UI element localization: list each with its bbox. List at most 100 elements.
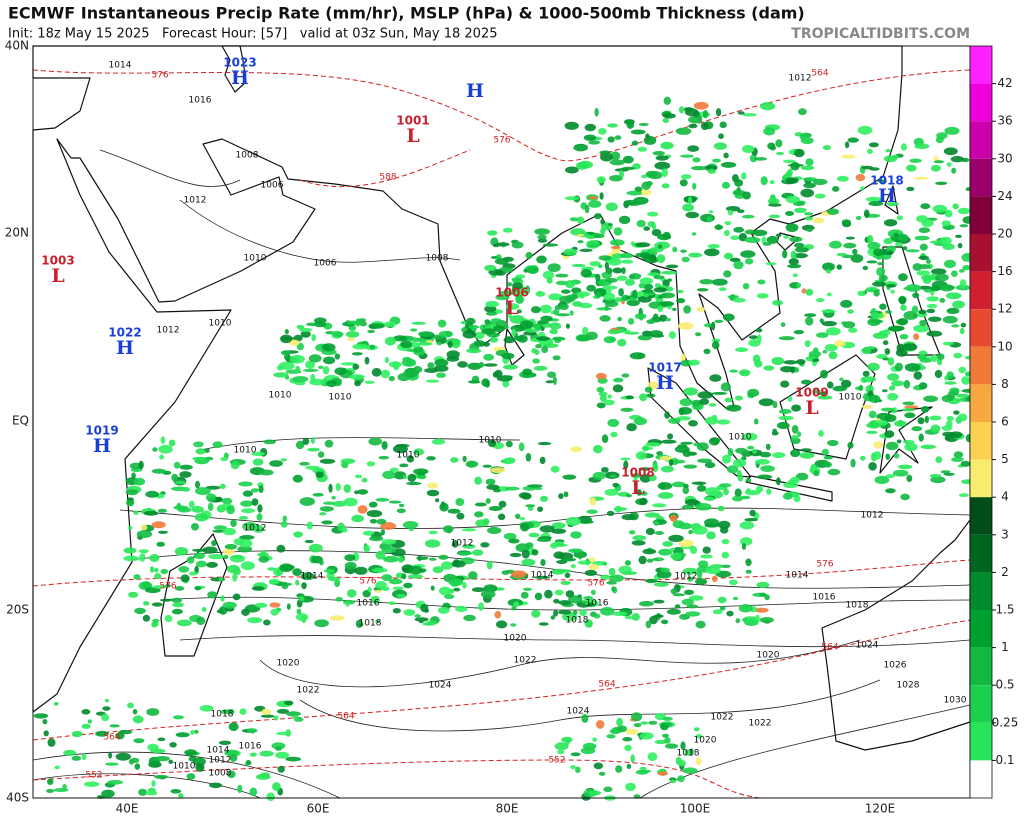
precip-cell <box>276 544 286 553</box>
precip-cell <box>355 474 362 479</box>
precip-cell <box>431 438 446 445</box>
precip-cell <box>607 136 615 143</box>
precip-cell <box>654 161 671 170</box>
precip-cell <box>557 749 565 755</box>
precip-cell <box>726 404 742 412</box>
precip-cell <box>520 320 534 329</box>
precip-cell <box>759 592 767 597</box>
precip-cell <box>474 331 485 340</box>
precip-cell <box>860 455 866 461</box>
precip-cell <box>278 361 295 370</box>
precip-cell <box>160 568 169 575</box>
precip-cell <box>435 498 440 503</box>
precip-cell <box>681 598 695 606</box>
precip-cell <box>904 412 916 419</box>
precip-cell <box>874 475 890 485</box>
thickness-label: 576 <box>493 136 510 146</box>
precip-cell <box>226 505 235 515</box>
precip-cell <box>401 573 407 580</box>
precip-cell <box>646 319 655 325</box>
precip-cell <box>555 273 569 278</box>
precip-cell <box>906 474 913 483</box>
precip-cell <box>862 265 869 271</box>
center-pressure: 1017 <box>648 361 681 375</box>
precip-cell <box>893 232 899 238</box>
precip-cell <box>499 290 515 296</box>
precip-cell <box>223 527 236 536</box>
precip-cell <box>158 530 168 534</box>
precip-cell <box>498 500 507 508</box>
precip-cell <box>179 471 192 478</box>
precip-cell <box>573 143 588 152</box>
precip-cell <box>765 262 777 266</box>
precip-cell <box>63 749 77 757</box>
precip-cell <box>403 474 407 480</box>
precip-cell <box>616 717 623 727</box>
precip-cell <box>324 439 334 448</box>
precip-cell <box>926 308 936 314</box>
precip-cell <box>582 326 589 336</box>
precip-cell <box>376 518 387 525</box>
precip-cell <box>821 320 837 327</box>
precip-cell <box>341 527 348 533</box>
precip-cell <box>388 601 396 605</box>
precip-cell <box>295 440 305 450</box>
precip-cell <box>930 476 946 484</box>
precip-cell <box>576 233 584 237</box>
precip-cell <box>374 589 382 593</box>
precip-cell <box>286 603 291 610</box>
precip-cell <box>371 596 376 601</box>
precip-cell <box>204 448 210 453</box>
precip-cell <box>194 729 199 734</box>
precip-cell <box>797 431 802 438</box>
precip-cell <box>890 289 895 294</box>
isobar-label: 1022 <box>711 713 734 723</box>
precip-cell <box>462 582 467 589</box>
precip-cell <box>576 161 589 170</box>
precip-cell <box>679 179 688 187</box>
precip-cell <box>668 331 676 339</box>
precip-cell <box>184 749 198 756</box>
precip-cell <box>369 536 384 542</box>
precip-cell <box>705 487 720 496</box>
precip-cell <box>858 384 864 391</box>
precip-cell <box>189 571 198 576</box>
precip-cell <box>676 298 686 304</box>
precip-cell <box>436 341 442 346</box>
precip-cell <box>586 284 596 292</box>
precip-cell <box>169 742 177 748</box>
precip-cell <box>600 606 615 616</box>
precip-cell <box>292 474 303 483</box>
precip-cell <box>946 436 951 441</box>
precip-cell <box>939 298 946 303</box>
center-pressure: 1009 <box>795 386 828 400</box>
precip-cell <box>905 284 922 292</box>
precip-cell <box>855 174 866 182</box>
precip-cell <box>531 549 539 556</box>
precip-cell <box>547 263 561 272</box>
precip-cell <box>211 540 217 547</box>
precip-cell <box>580 269 592 278</box>
isobar <box>299 679 881 732</box>
precip-cell <box>732 298 746 303</box>
precip-cell <box>565 516 581 526</box>
precip-cell <box>488 506 503 511</box>
precip-cell <box>534 486 543 491</box>
precip-cell <box>605 202 618 212</box>
precip-cell <box>633 417 648 426</box>
precip-cell <box>678 522 692 530</box>
precip-cell <box>911 426 923 432</box>
thickness-label: 552 <box>85 771 102 781</box>
precip-cell <box>860 186 865 191</box>
precip-cell <box>768 214 781 219</box>
lat-label: 20S <box>6 603 29 617</box>
precip-cell <box>680 353 686 363</box>
precip-cell <box>692 182 697 190</box>
isobar-label: 1016 <box>357 599 380 609</box>
precip-cell <box>706 531 716 540</box>
precip-cell <box>736 470 742 478</box>
precip-cell <box>884 348 891 355</box>
precip-cell <box>440 561 453 570</box>
precip-cell <box>670 552 682 560</box>
precip-cell <box>242 490 253 497</box>
